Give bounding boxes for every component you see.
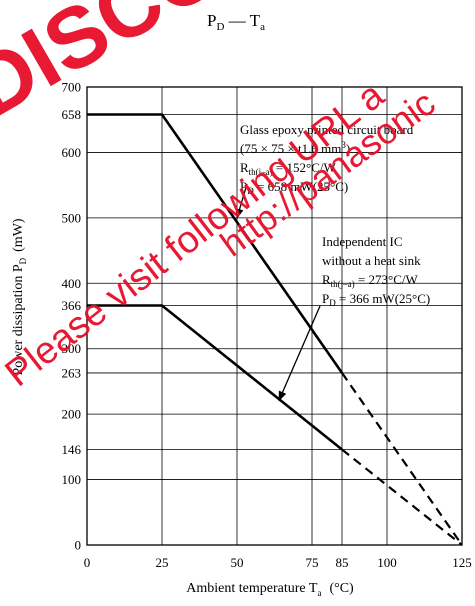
y-tick-label: 200 [62,407,82,422]
series-group [87,113,463,546]
ylabel-sub: D [18,257,28,264]
series-1-dashed-line [341,372,463,546]
x-tick-labels: 0 25 50 75 85 100 125 [84,555,472,570]
y-tick-label: 263 [62,365,82,380]
annotation-2-line-4: PD = 366 mW(25°C) [322,291,430,308]
x-tick-label: 75 [306,555,319,570]
annotation-superscript: 3 [341,140,346,150]
annotation-text-tail: = 273°C/W [355,272,419,287]
title-dash: — [224,11,249,30]
annotation-1-line-1: Glass epoxy printed circuit board [240,122,414,137]
xlabel-main: Ambient temperature T [186,581,318,596]
annotation-2-line-3: Rth(j–a) = 273°C/W [322,272,418,289]
annotation-2: Independent IC without a heat sink Rth(j–a… [278,234,430,402]
annotation-text: Glass epoxy printed circuit board [240,122,414,137]
title-pd-sub: D [217,21,225,33]
y-tick-label: 146 [62,442,82,457]
x-tick-label: 50 [231,555,244,570]
annotation-subscript: th(j–a) [331,279,355,289]
ylabel-unit: (mW) [11,218,26,252]
annotation-subscript: th(j–a) [249,167,273,177]
title-pd: P [207,11,216,30]
annotation-1: Glass epoxy printed circuit board (75 × 7… [235,122,414,219]
annotation-text: Independent IC [322,234,403,249]
annotation-1-line-2: (75 × 75 × t1.6 mm3) [240,140,350,156]
watermark-line1: DISCONT [0,0,337,136]
title-ta: T [250,11,261,30]
annotation-text-tail: = 152°C/W [273,160,337,175]
annotation-2-line-1: Independent IC [322,234,403,249]
y-tick-label: 0 [75,538,82,553]
annotation-text-tail: ) [346,141,350,156]
annotation-subscript: D [247,186,254,196]
ylabel-main: Power dissipation P [11,264,26,375]
x-tick-label: 25 [156,555,169,570]
y-tick-label: 100 [62,472,82,487]
annotations: Glass epoxy printed circuit board (75 × 7… [235,122,430,402]
annotation-subscript: D [329,298,336,308]
y-tick-label: 658 [62,107,82,122]
annotation-text-tail: = 658 mW(25°C) [254,179,349,194]
y-tick-label: 500 [62,210,82,225]
annotation-1-arrow [235,183,248,219]
xlabel-sub: a [317,588,321,598]
x-axis-label: Ambient temperature Ta (°C) [186,581,354,598]
x-tick-label: 85 [336,555,349,570]
annotation-1-line-4: PD = 658 mW(25°C) [240,179,348,196]
y-tick-label: 600 [62,145,82,160]
y-tick-label: 400 [62,276,82,291]
annotation-text: without a heat sink [322,253,421,268]
y-tick-label: 300 [62,341,82,356]
x-tick-label: 125 [452,555,472,570]
xlabel-unit: (°C) [329,581,354,596]
series-2-dashed-line [341,448,463,546]
series-2-solid-line [87,304,343,451]
watermark: DISCONT Please visit following URL a htt… [0,0,442,395]
x-tick-label: 0 [84,555,91,570]
annotation-text: P [322,291,329,306]
plot-frame-rect [86,86,463,546]
chart-title: PD — Ta [207,11,265,33]
x-tick-label: 100 [377,555,397,570]
annotation-text: R [322,272,331,287]
annotation-text: P [240,179,247,194]
annotation-text: R [240,160,249,175]
y-axis-label: Power dissipation PD (mW) [11,218,28,376]
annotation-text: (75 × 75 × t1.6 mm [240,141,341,156]
series-1-solid-line [87,113,344,374]
y-tick-label: 700 [62,80,82,95]
title-ta-sub: a [260,21,265,33]
plot-frame [86,86,463,546]
y-tick-label: 366 [62,298,82,313]
annotation-text-tail: = 366 mW(25°C) [336,291,431,306]
y-tick-labels: 0 100 146 200 263 300 366 400 500 600 658 700 [62,80,82,553]
annotation-2-arrow [278,305,321,402]
annotation-2-line-2: without a heat sink [322,253,421,268]
annotation-1-line-3: Rth(j–a) = 152°C/W [240,160,336,177]
